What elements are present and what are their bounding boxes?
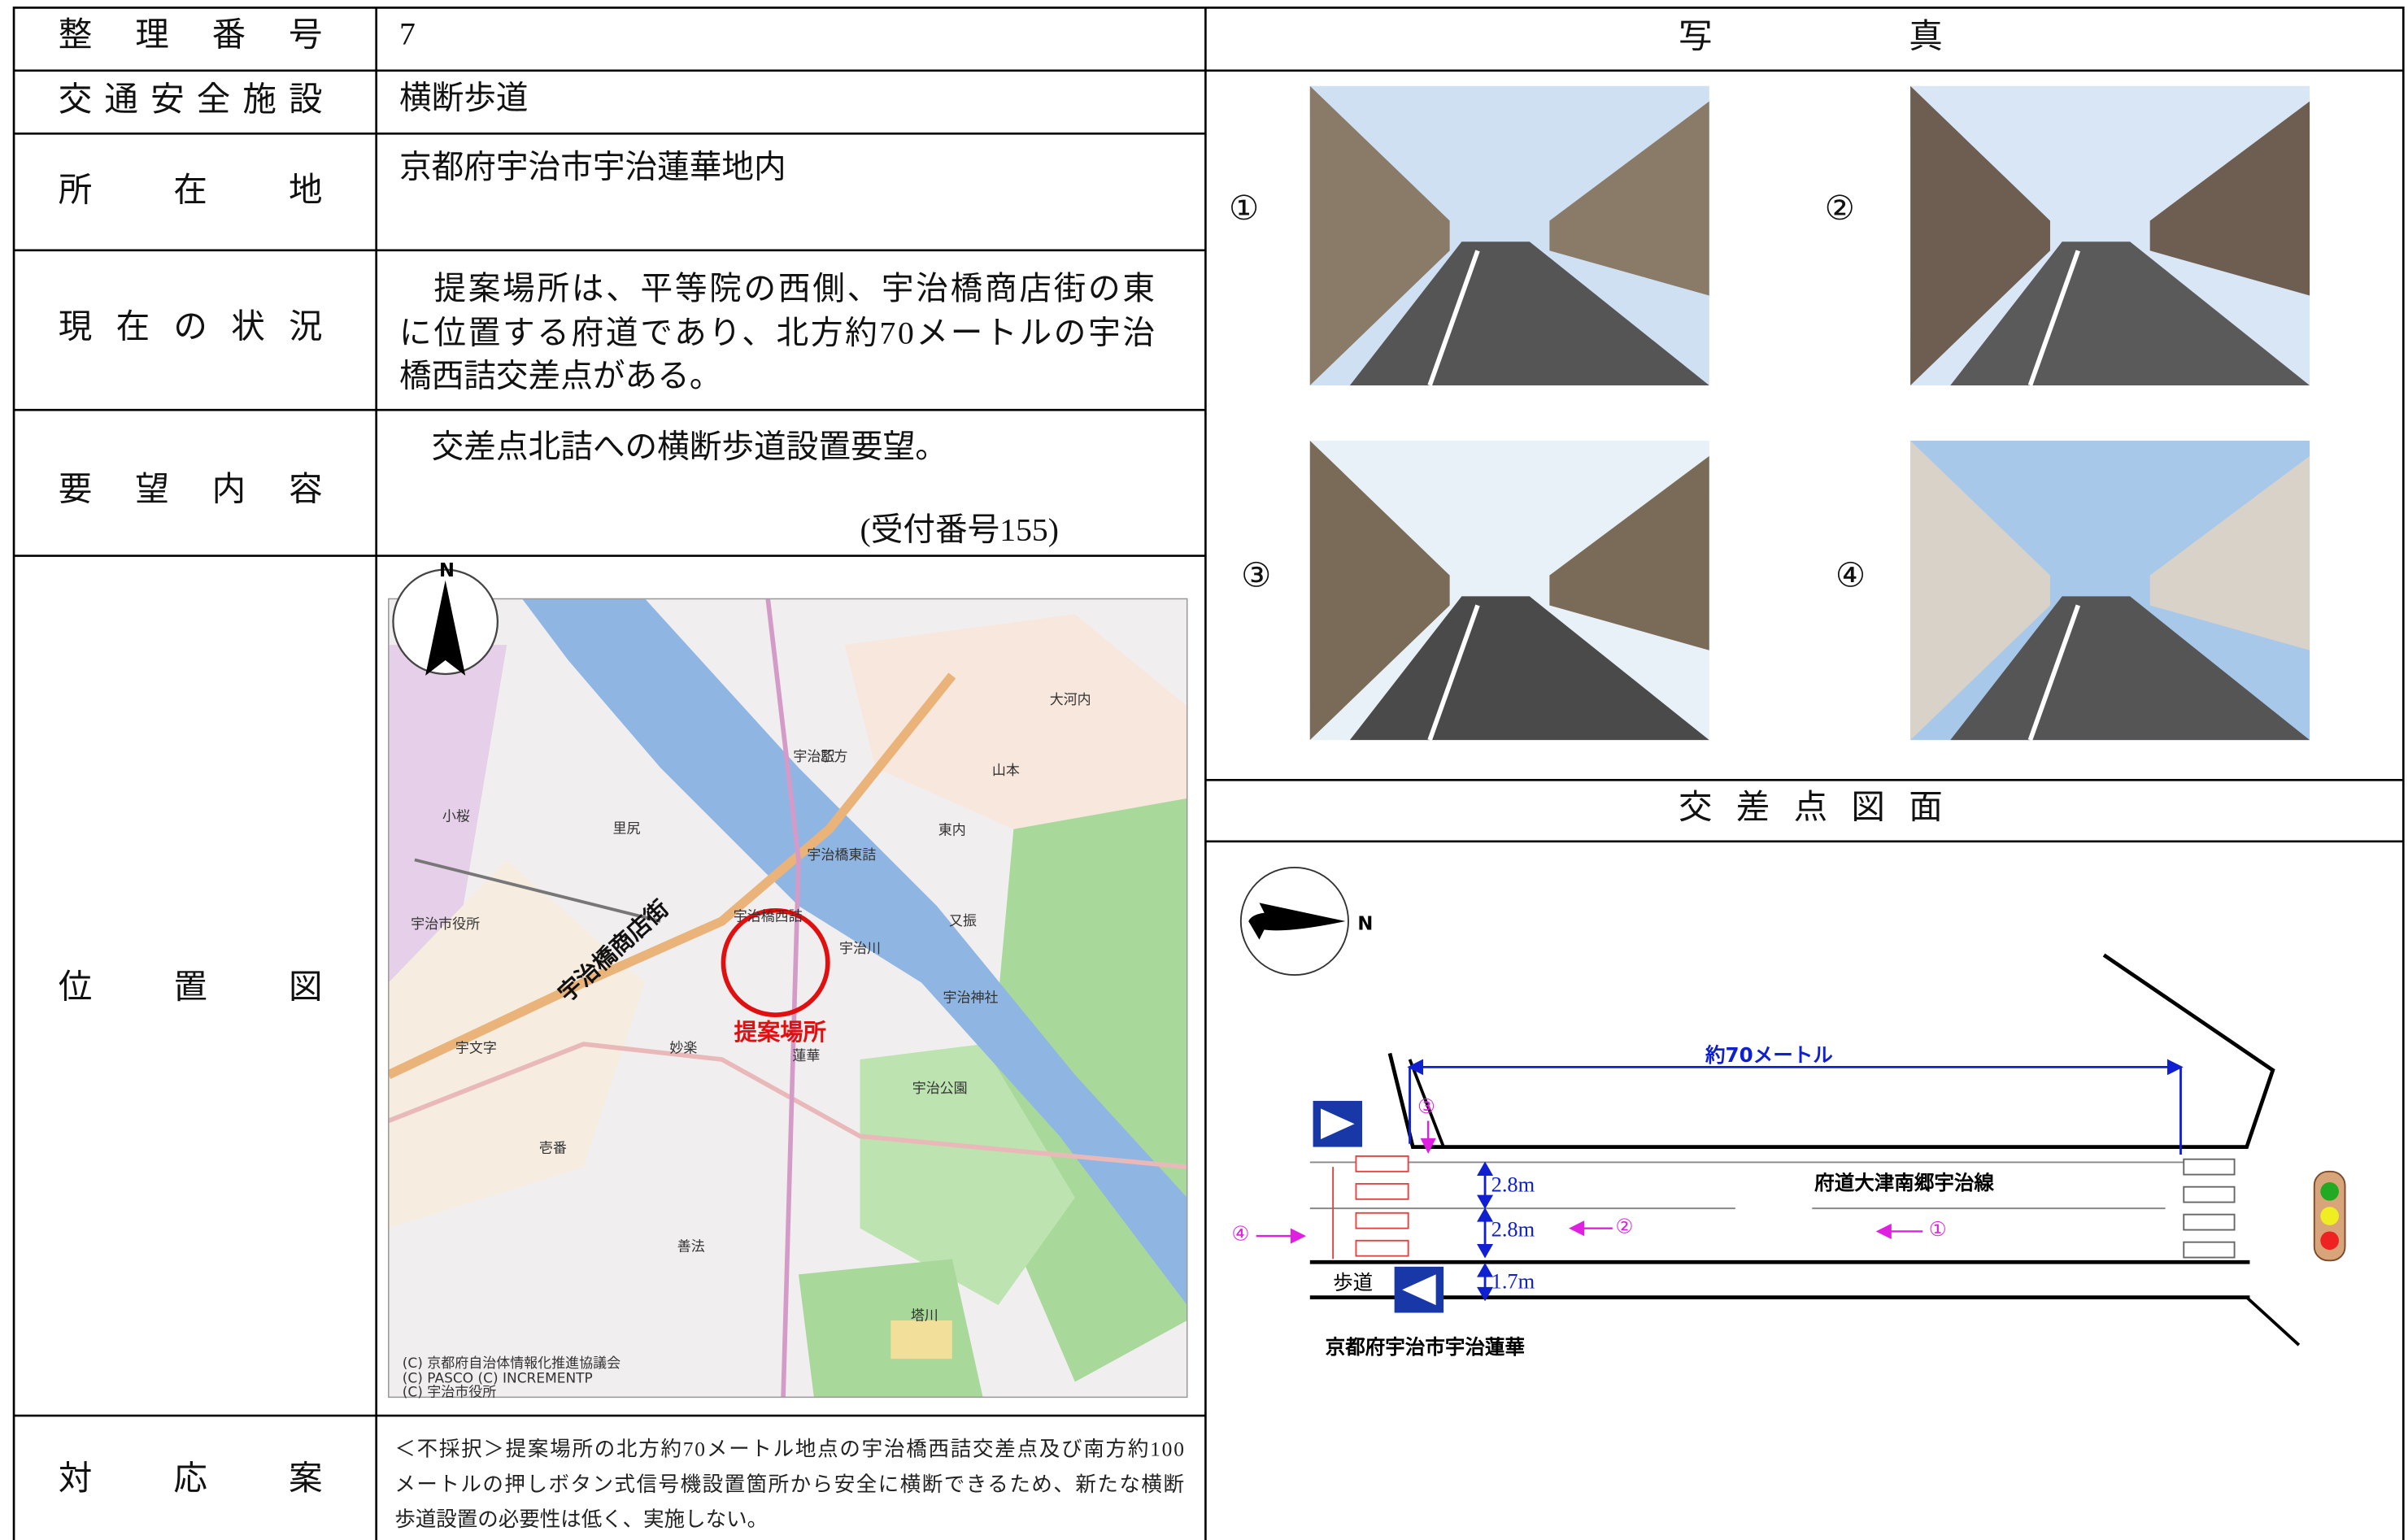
photo-road [1349,241,1709,385]
row-value-line: に位置する府道であり、北方約70メートルの宇治 [399,315,1155,351]
diagram-north: N [1357,913,1373,934]
distance-label: 約70メートル [1705,1043,1833,1067]
view-marker: ④ [1231,1224,1249,1246]
map-place-label: 宇治市役所 [411,916,480,933]
photo-number: ① [1229,189,1259,227]
width-label: 2.8m [1491,1217,1535,1242]
photo-road-line [1427,604,1480,742]
map-place-label: 善法 [677,1238,705,1255]
photo-road [1950,596,2310,741]
table-grid [12,7,2405,1540]
photo-road-line [2027,250,2081,386]
row-values: 7 横断歩道 京都府宇治市宇治蓮華地内 提案場所は、平等院の西側、宇治橋商店街の… [394,15,1184,1531]
road-label: 府道大津南郷宇治線 [1814,1171,1994,1194]
photo-buildings [1309,85,1450,385]
photo-buildings [1309,440,1450,741]
map-place-label: 小桜 [442,809,470,825]
photo-buildings [1549,101,1709,296]
map-place-label: 宇治公園 [912,1081,968,1097]
photo-road [1349,596,1709,741]
photo-buildings [2149,101,2310,296]
row-value: 横断歩道 [399,80,529,116]
map-place-label: 宇治橋東詰 [807,847,876,864]
view-marker: ① [1929,1219,1947,1241]
map-place-label: 宇治神社 [943,990,998,1006]
map-place-label: 大河内 [1050,692,1091,708]
map-credit: (C) 宇治市役所 [403,1385,496,1401]
map-place-label: 宇治橋西詰 [734,908,803,924]
place-label: 京都府宇治市宇治蓮華 [1326,1335,1525,1359]
map-place-label: 山本 [992,763,1020,779]
photo-road [1950,241,2310,385]
photo-buildings [1910,440,2050,741]
map-site-label: 提案場所 [734,1019,826,1046]
photo-buildings [2149,455,2310,650]
map-place-label: 蓮華 [792,1048,820,1064]
row-value-line: ＜不採択＞提案場所の北方約70メートル地点の宇治橋西詰交差点及び南方約100 [394,1437,1184,1460]
row-value-line: 歩道設置の必要性は低く、実施しない。 [394,1507,768,1531]
row-value: 交差点北詰への横断歩道設置要望。 [399,429,947,464]
width-label: 2.8m [1491,1172,1535,1197]
map-credit: (C) PASCO (C) INCREMENTP [403,1371,593,1387]
view-marker: ② [1616,1216,1634,1238]
row-value-line: 橋西詰交差点がある。 [399,359,721,394]
map-place-label: 乙方 [820,749,847,765]
map-place-label: 東内 [938,823,966,839]
map-place-label: 宇治川 [839,941,881,957]
row-value: 7 [399,15,416,51]
map-place-label: 壱番 [539,1140,567,1156]
width-label: 1.7m [1491,1269,1535,1294]
photos: ① ② ③ ④ [1229,85,2310,742]
photo-buildings [1910,85,2050,385]
map-place-label: 妙楽 [669,1041,697,1057]
photo-number: ③ [1241,556,1271,594]
map-place-label: 又振 [949,913,977,929]
photo-buildings [1549,455,1709,650]
map-place-label: 宇文字 [455,1041,497,1057]
row-value: 京都府宇治市宇治蓮華地内 [399,150,786,185]
photo-road-line [1427,250,1480,386]
map-place-label: 里尻 [612,821,640,837]
map-north: N [439,560,455,581]
map-place-label: 塔川 [911,1307,938,1324]
view-marker: ③ [1417,1096,1435,1118]
photo-number: ② [1825,189,1855,227]
intersection-diagram: N 約70メートル 2.8m 2.8m 1.7m 府道大津南郷宇治線 歩道 京都… [1231,866,2346,1359]
sidewalk-label: 歩道 [1333,1271,1373,1294]
photo-number: ④ [1835,556,1866,594]
photo-road-line [2027,604,2081,742]
map-credit: (C) 京都府自治体情報化推進協議会 [403,1355,621,1372]
map-place-label: 宇治駅 [793,749,834,765]
row-note: (受付番号155) [860,511,1059,547]
